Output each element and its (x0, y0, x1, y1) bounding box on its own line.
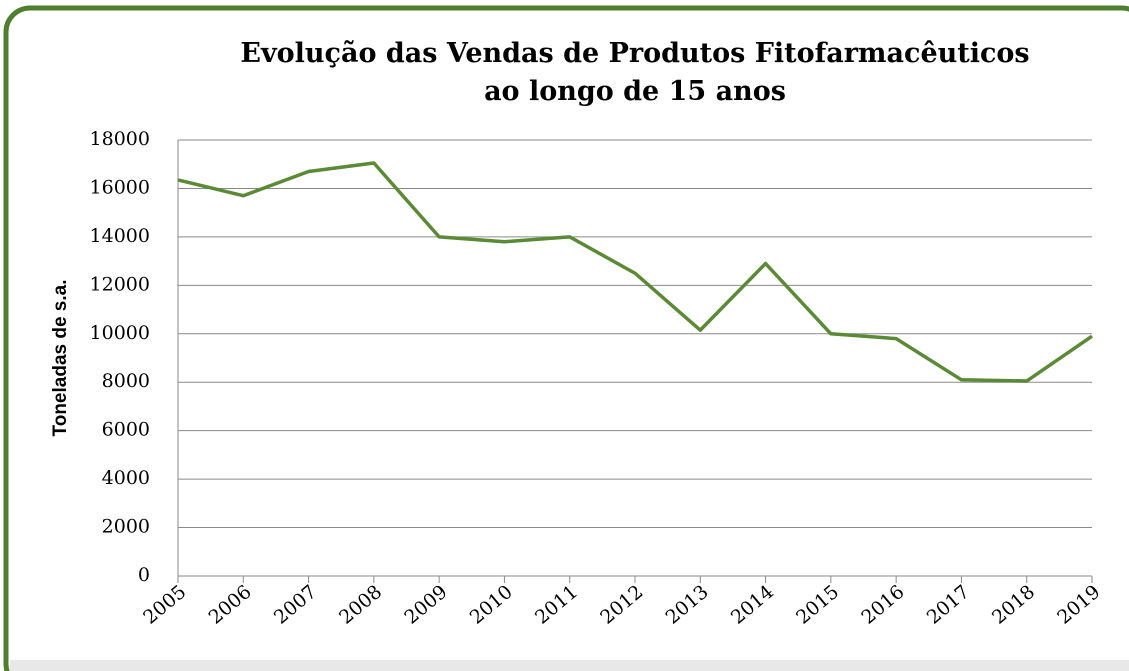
y-tick-label: 4000 (102, 467, 150, 489)
data-line (177, 161, 1093, 383)
y-tick-label: 6000 (102, 419, 150, 441)
y-tick-label: 16000 (90, 176, 150, 198)
bottom-shade (10, 660, 1129, 671)
y-tick-label: 10000 (90, 322, 150, 344)
frame (3, 5, 1129, 671)
chart-title: ao longo de 15 anos (484, 76, 786, 107)
y-tick-label: 18000 (90, 128, 150, 150)
y-tick-label: 8000 (102, 370, 150, 392)
y-tick-label: 2000 (102, 516, 150, 538)
y-tick-label: 0 (138, 564, 150, 586)
y-tick-label: 14000 (90, 225, 150, 247)
chart-title: Evolução das Vendas de Produtos Fitofarm… (240, 38, 1029, 69)
y-axis-label: Toneladas de s.a. (50, 280, 71, 437)
y-tick-label: 12000 (90, 273, 150, 295)
